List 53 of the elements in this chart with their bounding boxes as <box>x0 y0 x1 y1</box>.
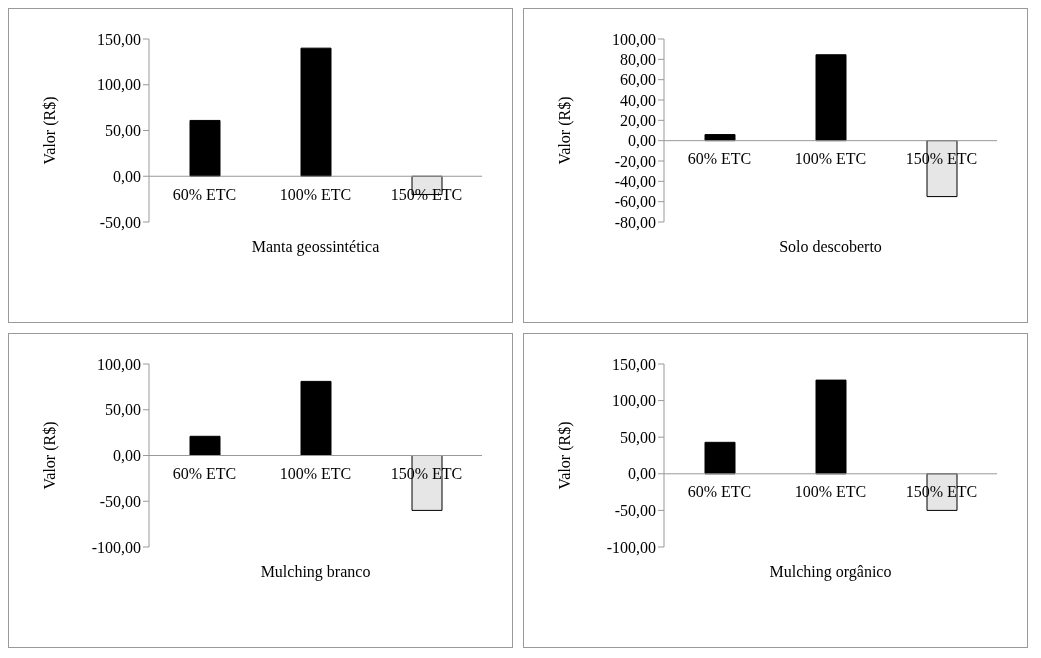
x-axis-title: Mulching orgânico <box>769 563 892 581</box>
y-tick-label: 100,00 <box>612 30 656 48</box>
x-axis-title: Solo descoberto <box>779 238 882 255</box>
y-tick-label: 40,00 <box>620 91 656 109</box>
y-tick-label: -80,00 <box>614 213 656 231</box>
y-tick-label: -20,00 <box>614 152 656 170</box>
y-tick-label: 100,00 <box>97 76 141 94</box>
bar <box>815 379 847 475</box>
y-tick-label: 150,00 <box>612 355 656 373</box>
y-tick-label: 150,00 <box>97 30 141 48</box>
x-tick-label: 100% ETC <box>279 185 352 203</box>
y-tick-label: 0,00 <box>113 167 141 185</box>
y-tick-label: 60,00 <box>620 71 656 89</box>
y-axis-title: Valor (R$) <box>555 96 574 165</box>
y-tick-label: 0,00 <box>628 132 656 150</box>
x-tick-label: 150% ETC <box>390 185 463 203</box>
y-axis-title: Valor (R$) <box>555 421 574 490</box>
y-tick-label: -50,00 <box>99 492 141 510</box>
x-axis-title: Manta geossintética <box>251 238 380 256</box>
y-tick-label: 0,00 <box>628 465 656 483</box>
x-tick-label: 150% ETC <box>390 464 463 482</box>
y-tick-label: 50,00 <box>105 401 141 419</box>
bar <box>300 380 332 456</box>
bar <box>189 119 221 177</box>
y-tick-label: 50,00 <box>620 428 656 446</box>
x-tick-label: 60% ETC <box>687 483 752 500</box>
y-tick-label: -100,00 <box>606 538 656 556</box>
x-tick-label: 150% ETC <box>905 483 978 500</box>
x-tick-label: 60% ETC <box>172 185 237 203</box>
y-tick-label: 100,00 <box>612 392 656 410</box>
x-tick-label: 100% ETC <box>794 149 867 167</box>
y-tick-label: 80,00 <box>620 51 656 69</box>
y-tick-label: -100,00 <box>91 538 141 556</box>
y-tick-label: -40,00 <box>614 173 656 191</box>
y-tick-label: 50,00 <box>105 122 141 140</box>
y-tick-label: -60,00 <box>614 193 656 211</box>
y-tick-label: -50,00 <box>614 502 656 520</box>
y-tick-label: -50,00 <box>99 213 141 231</box>
y-tick-label: 100,00 <box>97 355 141 373</box>
x-tick-label: 60% ETC <box>172 464 237 482</box>
bar <box>300 47 332 177</box>
x-tick-label: 150% ETC <box>905 149 978 167</box>
bar <box>189 435 221 456</box>
y-axis-title: Valor (R$) <box>40 421 59 490</box>
y-axis-title: Valor (R$) <box>40 96 59 165</box>
bar <box>815 54 847 142</box>
y-tick-label: 0,00 <box>113 447 141 465</box>
y-tick-label: 20,00 <box>620 112 656 130</box>
bar <box>704 441 736 475</box>
x-axis-title: Mulching branco <box>260 563 371 581</box>
x-tick-label: 100% ETC <box>279 464 352 482</box>
x-tick-label: 60% ETC <box>687 149 752 167</box>
x-tick-label: 100% ETC <box>794 483 867 500</box>
